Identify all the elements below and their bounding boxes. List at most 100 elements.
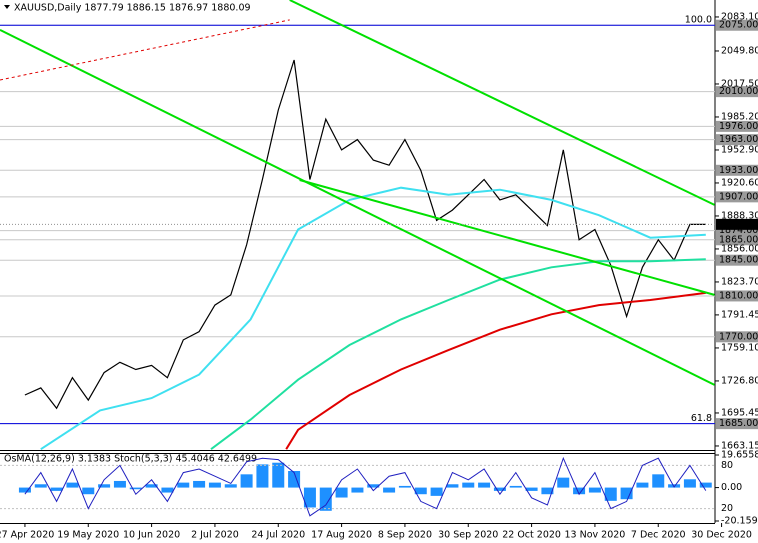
level-label: 1874.00 bbox=[719, 225, 758, 236]
level-label-box bbox=[716, 134, 758, 146]
level-label: 1845.00 bbox=[719, 255, 758, 266]
osma-bar bbox=[193, 480, 206, 488]
osma-bar bbox=[398, 485, 411, 488]
osma-bar bbox=[383, 487, 396, 493]
osma-bar bbox=[604, 487, 617, 501]
osma-bar bbox=[588, 487, 601, 493]
osma-bar bbox=[34, 484, 47, 488]
osma-bar bbox=[446, 484, 459, 488]
osma-bar bbox=[161, 487, 174, 493]
y-tick-label: 1952.90 bbox=[721, 144, 758, 155]
overlay-line bbox=[289, 0, 715, 206]
level-label-box bbox=[716, 19, 758, 31]
osma-bar bbox=[224, 484, 237, 488]
y-tick-label: 2017.50 bbox=[721, 78, 758, 89]
level-label-box bbox=[716, 418, 758, 430]
osma-tick-label: -20.1597 bbox=[721, 516, 758, 527]
osma-bar bbox=[683, 479, 696, 488]
osma-bar bbox=[652, 474, 665, 488]
level-label: 1770.00 bbox=[719, 331, 758, 342]
osma-bar bbox=[557, 477, 570, 488]
osma-bar bbox=[478, 482, 491, 488]
last-price-label: 1880.09 bbox=[719, 219, 758, 230]
level-label-box bbox=[716, 290, 758, 302]
osma-tick-label: 0.00 bbox=[721, 482, 742, 493]
stoch-tick-label: 80 bbox=[721, 460, 733, 471]
osma-bar bbox=[303, 487, 316, 508]
menu-arrow bbox=[4, 5, 10, 9]
osma-bar bbox=[430, 487, 443, 496]
osma-bar bbox=[113, 480, 126, 488]
osma-bar bbox=[98, 484, 111, 488]
x-tick-label: 7 Dec 2020 bbox=[631, 530, 686, 541]
osma-bar bbox=[272, 462, 285, 488]
indicator-area bbox=[0, 456, 715, 517]
last-price-box bbox=[716, 218, 758, 230]
osma-bar bbox=[414, 487, 427, 495]
osma-bar bbox=[541, 487, 554, 495]
osma-bar bbox=[18, 487, 31, 493]
y-tick-label: 2083.10 bbox=[721, 11, 758, 22]
overlay-line bbox=[40, 186, 706, 450]
osma-bar bbox=[256, 464, 269, 488]
level-label: 1963.00 bbox=[719, 134, 758, 145]
chart-title: XAUUSD,Daily 1877.79 1886.15 1876.97 188… bbox=[14, 3, 251, 14]
level-label-box bbox=[716, 191, 758, 203]
osma-bar bbox=[240, 474, 253, 488]
osma-bar bbox=[208, 482, 221, 488]
price-line bbox=[24, 59, 706, 410]
osma-bar bbox=[351, 487, 364, 493]
x-tick-label: 2 Jul 2020 bbox=[191, 530, 239, 541]
plot-area bbox=[0, 0, 715, 450]
y-tick-label: 1791.45 bbox=[721, 309, 758, 320]
osma-bar bbox=[462, 482, 475, 488]
y-tick-label: 1663.15 bbox=[721, 440, 758, 451]
level-label-box bbox=[716, 120, 758, 132]
osma-bar bbox=[177, 482, 190, 488]
level-label: 1907.00 bbox=[719, 191, 758, 202]
osma-bar bbox=[82, 487, 95, 495]
overlay-line bbox=[0, 29, 715, 386]
x-tick-label: 10 Jun 2020 bbox=[123, 530, 180, 541]
level-label-box bbox=[716, 331, 758, 343]
osma-bar bbox=[493, 487, 506, 491]
y-tick-label: 1759.10 bbox=[721, 342, 758, 353]
osma-bar bbox=[668, 484, 681, 488]
indicator-title: OsMA(12,26,9) 3.1383 Stoch(5,3,3) 45.404… bbox=[4, 454, 257, 465]
osma-bar bbox=[319, 487, 332, 511]
osma-bar bbox=[509, 485, 522, 488]
fib-label: 61.8 bbox=[691, 413, 712, 424]
y-tick-label: 1920.60 bbox=[721, 177, 758, 188]
level-label: 2075.00 bbox=[719, 20, 758, 31]
stoch-tick-label: 20 bbox=[721, 503, 733, 514]
y-tick-label: 1726.80 bbox=[721, 375, 758, 386]
osma-bar bbox=[288, 471, 301, 488]
overlay-line bbox=[0, 19, 290, 81]
level-label: 1976.00 bbox=[719, 121, 758, 132]
level-label-box bbox=[716, 164, 758, 176]
osma-bar bbox=[620, 487, 633, 500]
x-tick-label: 13 Nov 2020 bbox=[564, 530, 625, 541]
y-tick-label: 1888.30 bbox=[721, 210, 758, 221]
level-label-box bbox=[716, 234, 758, 246]
x-tick-label: 17 Aug 2020 bbox=[311, 530, 372, 541]
x-tick-label: 30 Dec 2020 bbox=[691, 530, 752, 541]
overlay-line bbox=[299, 179, 715, 296]
osma-bar bbox=[699, 482, 712, 488]
y-tick-label: 1823.70 bbox=[721, 276, 758, 287]
level-label: 2010.00 bbox=[719, 86, 758, 97]
osma-tick-label: 19.6558 bbox=[721, 450, 758, 461]
stoch-line bbox=[24, 456, 707, 517]
osma-bar bbox=[50, 487, 63, 491]
x-tick-label: 24 Jul 2020 bbox=[251, 530, 305, 541]
osma-bar bbox=[573, 487, 586, 495]
x-tick-label: 27 Apr 2020 bbox=[0, 530, 54, 541]
level-label: 1685.00 bbox=[719, 418, 758, 429]
osma-bar bbox=[525, 487, 538, 491]
osma-bar bbox=[367, 484, 380, 488]
overlay-line bbox=[210, 258, 706, 450]
x-tick-label: 8 Sep 2020 bbox=[378, 530, 432, 541]
y-tick-label: 1985.20 bbox=[721, 111, 758, 122]
level-label: 1865.00 bbox=[719, 234, 758, 245]
